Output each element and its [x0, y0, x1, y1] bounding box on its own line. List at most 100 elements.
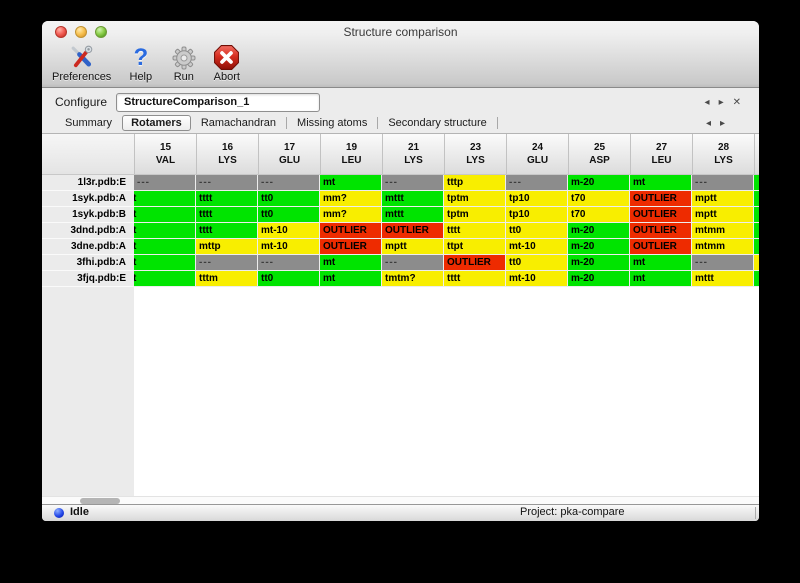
- tab-ramachandran[interactable]: Ramachandran: [200, 117, 277, 129]
- configure-next-icon[interactable]: ▸: [718, 96, 724, 108]
- rotamer-cell[interactable]: tttp: [444, 175, 506, 191]
- configure-prev-icon[interactable]: ◂: [704, 96, 710, 108]
- rotamer-cell[interactable]: t: [134, 207, 196, 223]
- rotamer-cell[interactable]: mptt: [692, 207, 754, 223]
- rotamer-cell[interactable]: tt0: [258, 191, 320, 207]
- rotamer-cell[interactable]: tt0: [258, 271, 320, 287]
- rotamer-cell[interactable]: m-20: [568, 175, 630, 191]
- zoom-window-button[interactable]: [95, 26, 107, 38]
- rotamer-cell[interactable]: mt: [630, 175, 692, 191]
- tab-secondary-structure[interactable]: Secondary structure: [388, 117, 487, 129]
- toolbar-button-label: Help: [129, 71, 153, 83]
- toolbar-abort-button[interactable]: Abort: [213, 44, 240, 83]
- rotamer-cell[interactable]: ---: [692, 255, 754, 271]
- rotamer-cell[interactable]: tt0: [506, 223, 568, 239]
- rotamer-cell[interactable]: mt: [630, 271, 692, 287]
- tab-missing-atoms[interactable]: Missing atoms: [297, 117, 368, 129]
- rotamer-cell[interactable]: ---: [258, 175, 320, 191]
- tab-rotamers[interactable]: Rotamers: [122, 115, 191, 131]
- rotamer-cell[interactable]: tt0: [258, 207, 320, 223]
- rotamer-cell[interactable]: OUTLIER: [320, 223, 382, 239]
- toolbar-run-button[interactable]: Run: [170, 44, 197, 83]
- rotamer-cell[interactable]: tt0: [506, 255, 568, 271]
- rotamer-cell[interactable]: tttt: [196, 191, 258, 207]
- close-window-button[interactable]: [55, 26, 67, 38]
- tab-summary[interactable]: Summary: [65, 117, 113, 129]
- rotamer-cell[interactable]: tptm: [444, 191, 506, 207]
- rotamer-cell[interactable]: t: [134, 255, 196, 271]
- rotamer-cell[interactable]: ---: [258, 255, 320, 271]
- rotamer-cell[interactable]: mtmm: [692, 239, 754, 255]
- rotamer-cell[interactable]: t: [134, 191, 196, 207]
- rotamer-cell[interactable]: OUTLIER: [630, 239, 692, 255]
- row-label[interactable]: 3dne.pdb:A: [42, 239, 134, 255]
- row-label[interactable]: 3dnd.pdb:A: [42, 223, 134, 239]
- rotamer-cell[interactable]: mt: [320, 255, 382, 271]
- rotamer-cell[interactable]: t: [134, 271, 196, 287]
- rotamer-cell[interactable]: mttt: [382, 207, 444, 223]
- rotamer-cell[interactable]: OUTLIER: [444, 255, 506, 271]
- rotamer-cell[interactable]: ---: [382, 255, 444, 271]
- rotamer-cell[interactable]: mt: [320, 271, 382, 287]
- rotamer-cell[interactable]: OUTLIER: [630, 191, 692, 207]
- rotamer-cell[interactable]: t70: [568, 207, 630, 223]
- rotamer-cell[interactable]: ---: [196, 255, 258, 271]
- toolbar-help-button[interactable]: ? Help: [127, 44, 154, 83]
- rotamer-cell[interactable]: mt-10: [506, 271, 568, 287]
- rotamer-cell[interactable]: tptm: [444, 207, 506, 223]
- rotamer-cell[interactable]: mttt: [692, 271, 754, 287]
- rotamer-cell[interactable]: t: [134, 223, 196, 239]
- rotamer-cell[interactable]: OUTLIER: [382, 223, 444, 239]
- row-label[interactable]: 1syk.pdb:A: [42, 191, 134, 207]
- rotamer-cell[interactable]: tttt: [196, 223, 258, 239]
- rotamer-cell[interactable]: mt-10: [258, 223, 320, 239]
- row-label[interactable]: 3fhi.pdb:A: [42, 255, 134, 271]
- rotamer-cell[interactable]: mttp: [196, 239, 258, 255]
- rotamer-cell[interactable]: OUTLIER: [630, 207, 692, 223]
- horizontal-scrollbar[interactable]: [42, 496, 759, 506]
- titlebar[interactable]: Structure comparison: [42, 21, 759, 42]
- rotamer-cell[interactable]: ---: [196, 175, 258, 191]
- rotamer-cell[interactable]: t: [134, 239, 196, 255]
- tabs-prev-icon[interactable]: ◂: [705, 117, 711, 129]
- rotamer-cell[interactable]: ttpt: [444, 239, 506, 255]
- rotamer-cell[interactable]: ---: [692, 175, 754, 191]
- rotamer-cell[interactable]: m-20: [568, 271, 630, 287]
- minimize-window-button[interactable]: [75, 26, 87, 38]
- row-label[interactable]: 3fjq.pdb:E: [42, 271, 134, 287]
- rotamer-cell[interactable]: mttt: [382, 191, 444, 207]
- horizontal-scrollbar-thumb[interactable]: [80, 498, 120, 504]
- rotamer-cell[interactable]: t70: [568, 191, 630, 207]
- rotamer-cell[interactable]: mtmm: [692, 223, 754, 239]
- rotamer-cell[interactable]: OUTLIER: [320, 239, 382, 255]
- toolbar-preferences-button[interactable]: Preferences: [52, 44, 111, 83]
- rotamer-cell[interactable]: tmtm?: [382, 271, 444, 287]
- rotamer-cell[interactable]: tttm: [196, 271, 258, 287]
- rotamer-cell[interactable]: ---: [382, 175, 444, 191]
- row-label[interactable]: 1l3r.pdb:E: [42, 175, 134, 191]
- rotamer-cell[interactable]: mt: [630, 255, 692, 271]
- rotamer-cell[interactable]: mptt: [382, 239, 444, 255]
- rotamer-cell[interactable]: OUTLIER: [630, 223, 692, 239]
- rotamer-cell[interactable]: tttt: [444, 271, 506, 287]
- rotamer-cell[interactable]: m-20: [568, 239, 630, 255]
- row-label[interactable]: 1syk.pdb:B: [42, 207, 134, 223]
- rotamer-cell[interactable]: ---: [134, 175, 196, 191]
- rotamer-cell[interactable]: mt-10: [506, 239, 568, 255]
- rotamer-cell[interactable]: mm?: [320, 191, 382, 207]
- configure-close-icon[interactable]: ✕: [732, 96, 741, 108]
- rotamer-cell[interactable]: m-20: [568, 223, 630, 239]
- rotamer-cell[interactable]: tttt: [444, 223, 506, 239]
- configure-name-field[interactable]: StructureComparison_1: [116, 92, 321, 112]
- rotamer-cell[interactable]: mt: [320, 175, 382, 191]
- rotamer-cell[interactable]: m-20: [568, 255, 630, 271]
- rotamer-cell[interactable]: mm?: [320, 207, 382, 223]
- rotamer-cell[interactable]: mptt: [692, 191, 754, 207]
- rotamer-cell[interactable]: tp10: [506, 191, 568, 207]
- rotamer-cell[interactable]: tttt: [196, 207, 258, 223]
- statusbar-divider: [755, 507, 756, 519]
- rotamer-cell[interactable]: ---: [506, 175, 568, 191]
- rotamer-cell[interactable]: tp10: [506, 207, 568, 223]
- tabs-next-icon[interactable]: ▸: [719, 117, 725, 129]
- rotamer-cell[interactable]: mt-10: [258, 239, 320, 255]
